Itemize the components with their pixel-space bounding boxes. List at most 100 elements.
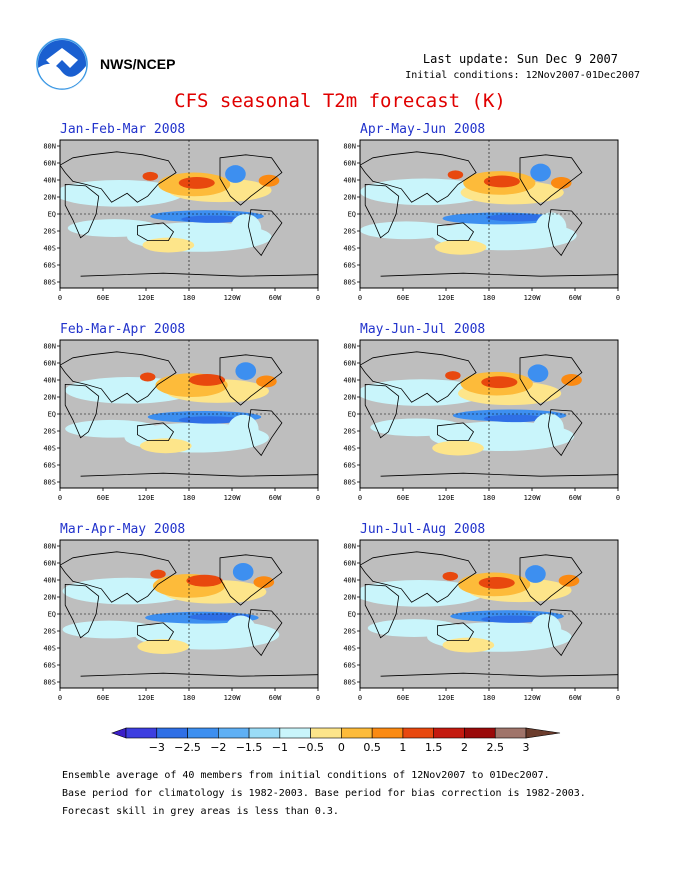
initial-conditions-text: Initial conditions: 12Nov2007-01Dec2007 (405, 70, 640, 81)
lat-tick-label: EQ (348, 611, 356, 619)
coastline (519, 354, 583, 406)
coastline (360, 351, 477, 403)
coastline (137, 422, 175, 441)
lat-tick-label: 60N (343, 360, 356, 368)
coastline (437, 622, 475, 641)
lat-tick-label: 60S (43, 262, 56, 270)
coastline (80, 472, 318, 477)
coastline (247, 209, 283, 257)
coastline (64, 383, 100, 439)
anomaly-region (360, 221, 453, 240)
colorbar-label: 0.5 (363, 741, 381, 754)
anomaly-region (530, 614, 562, 644)
lat-tick-label: 40S (43, 645, 56, 653)
colorbar-label: 2.5 (486, 741, 504, 754)
lon-tick-label: 120E (138, 494, 155, 502)
lat-tick-label: 40S (43, 245, 56, 253)
lat-tick-label: 60S (343, 262, 356, 270)
lon-tick-label: 60W (269, 494, 282, 502)
coastline (80, 672, 318, 677)
lon-tick-label: 180 (183, 294, 196, 302)
colorbar-label: 3 (523, 741, 530, 754)
colorbar-swatch (187, 727, 219, 739)
lon-tick-label: 120W (224, 494, 242, 502)
colorbar-label: −1 (272, 741, 288, 754)
lat-tick-label: 80N (343, 543, 356, 551)
anomaly-region (235, 362, 257, 380)
colorbar: −3 −2.5 −2 −1.5 −1 −0.5 0 0.5 1 1.5 2 2.5 3 (111, 727, 561, 754)
footnote-skill: Forecast skill in grey areas is less tha… (62, 806, 339, 817)
anomaly-region (258, 174, 280, 187)
lon-tick-label: 60W (269, 294, 282, 302)
anomaly-region (139, 438, 192, 454)
lat-tick-label: 60S (43, 662, 56, 670)
lon-tick-label: 120E (438, 694, 455, 702)
lon-tick-label: 0 (58, 494, 62, 502)
lat-tick-label: 80N (43, 543, 56, 551)
lon-tick-label: 180 (483, 294, 496, 302)
map-title-jja: Jun-Jul-Aug 2008 (360, 522, 486, 537)
coastline (437, 422, 475, 441)
noaa-logo (36, 38, 88, 90)
lon-tick-label: 180 (483, 694, 496, 702)
lat-tick-label: EQ (348, 211, 356, 219)
lat-tick-label: EQ (48, 611, 56, 619)
colorbar-label: 1 (399, 741, 406, 754)
coastline (364, 383, 400, 439)
lat-tick-label: 20N (43, 594, 56, 602)
anomaly-region (483, 414, 546, 423)
anomaly-region (481, 615, 544, 623)
lat-tick-label: 40N (43, 377, 56, 385)
lat-tick-label: 40N (343, 377, 356, 385)
anomaly-region (186, 574, 223, 587)
lon-tick-label: 120W (524, 494, 542, 502)
lon-tick-label: 60W (569, 694, 582, 702)
lat-tick-label: 80N (43, 343, 56, 351)
lon-tick-label: 60W (269, 694, 282, 702)
colorbar-swatch (125, 727, 158, 739)
colorbar-swatch (218, 727, 250, 739)
anomaly-region (150, 569, 166, 579)
lon-tick-label: 120E (438, 294, 455, 302)
lat-tick-label: 80S (43, 279, 56, 287)
lon-tick-label: 60E (97, 694, 110, 702)
lon-tick-label: 60E (397, 694, 410, 702)
coastline (437, 222, 475, 241)
lon-tick-label: 0 (58, 694, 62, 702)
lon-tick-label: 60E (97, 494, 110, 502)
coastline (219, 154, 283, 206)
coastline (64, 583, 100, 639)
lat-tick-label: 40S (343, 445, 356, 453)
colorbar-swatch (464, 727, 496, 739)
lat-tick-label: 40N (343, 177, 356, 185)
coastline (60, 151, 177, 203)
colorbar-low-arrow (111, 727, 127, 739)
colorbar-swatch (402, 727, 434, 739)
anomaly-region (225, 165, 246, 183)
lat-tick-label: 20N (343, 194, 356, 202)
colorbar-label: −1.5 (236, 741, 263, 754)
organization-label: NWS/NCEP (100, 56, 176, 72)
coastline (247, 609, 283, 657)
lat-tick-label: 60N (43, 160, 56, 168)
anomaly-region (178, 177, 215, 189)
lon-tick-label: 0 (616, 294, 620, 302)
lat-tick-label: 20S (43, 428, 56, 436)
lon-tick-label: 0 (316, 494, 320, 502)
anomaly-region (256, 375, 277, 388)
coastline (547, 609, 583, 657)
lat-tick-label: 80S (343, 679, 356, 687)
lon-tick-label: 0 (316, 694, 320, 702)
lat-tick-label: 40N (343, 577, 356, 585)
anomaly-region (137, 639, 189, 654)
colorbar-swatch (341, 727, 373, 739)
anomaly-region (227, 414, 259, 445)
lon-tick-label: 60E (397, 494, 410, 502)
colorbar-swatch (156, 727, 188, 739)
anomaly-region (525, 565, 546, 583)
colorbar-label: −0.5 (297, 741, 324, 754)
colorbar-label: 1.5 (425, 741, 443, 754)
footnote-ensemble: Ensemble average of 40 members from init… (62, 770, 550, 781)
